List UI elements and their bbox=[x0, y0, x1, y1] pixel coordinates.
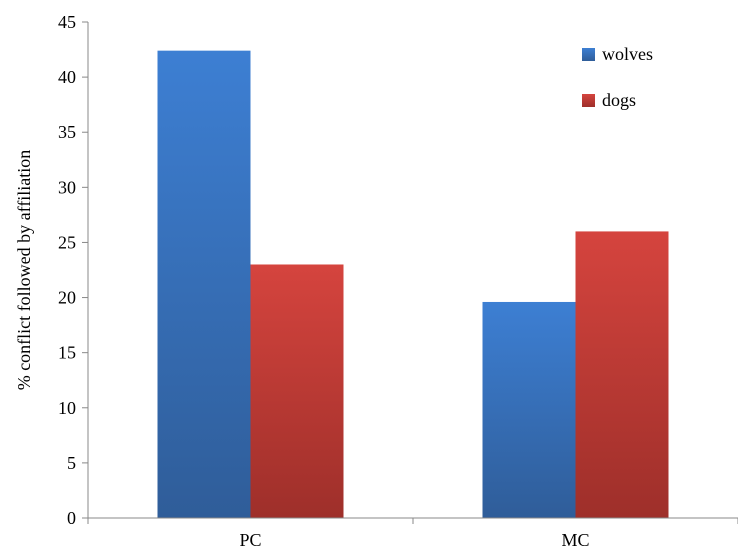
x-category-label: MC bbox=[561, 530, 589, 550]
bars-layer bbox=[157, 50, 669, 518]
y-tick-label: 25 bbox=[58, 232, 76, 252]
legend: wolves dogs bbox=[582, 44, 653, 110]
y-tick-label: 5 bbox=[67, 453, 76, 473]
bar-dogs-PC bbox=[250, 264, 344, 518]
legend-label-wolves: wolves bbox=[602, 44, 653, 64]
bar-wolves-MC bbox=[482, 301, 576, 518]
y-tick-label: 45 bbox=[58, 12, 76, 32]
y-axis-title: % conflict followed by affiliation bbox=[14, 150, 34, 391]
y-ticks: 0 5 10 15 20 25 30 35 40 45 bbox=[58, 12, 88, 528]
x-categories: PC MC bbox=[87, 518, 738, 550]
bar-dogs-MC bbox=[575, 231, 669, 518]
y-tick-label: 20 bbox=[58, 288, 76, 308]
legend-swatch-dogs bbox=[582, 94, 595, 107]
legend-label-dogs: dogs bbox=[602, 90, 636, 110]
x-category-label: PC bbox=[239, 530, 261, 550]
y-tick-label: 40 bbox=[58, 67, 76, 87]
y-tick-label: 30 bbox=[58, 177, 76, 197]
legend-swatch-wolves bbox=[582, 48, 595, 61]
bar-wolves-PC bbox=[157, 50, 251, 518]
y-tick-label: 35 bbox=[58, 122, 76, 142]
y-tick-label: 0 bbox=[67, 508, 76, 528]
y-tick-label: 15 bbox=[58, 343, 76, 363]
y-tick-label: 10 bbox=[58, 398, 76, 418]
